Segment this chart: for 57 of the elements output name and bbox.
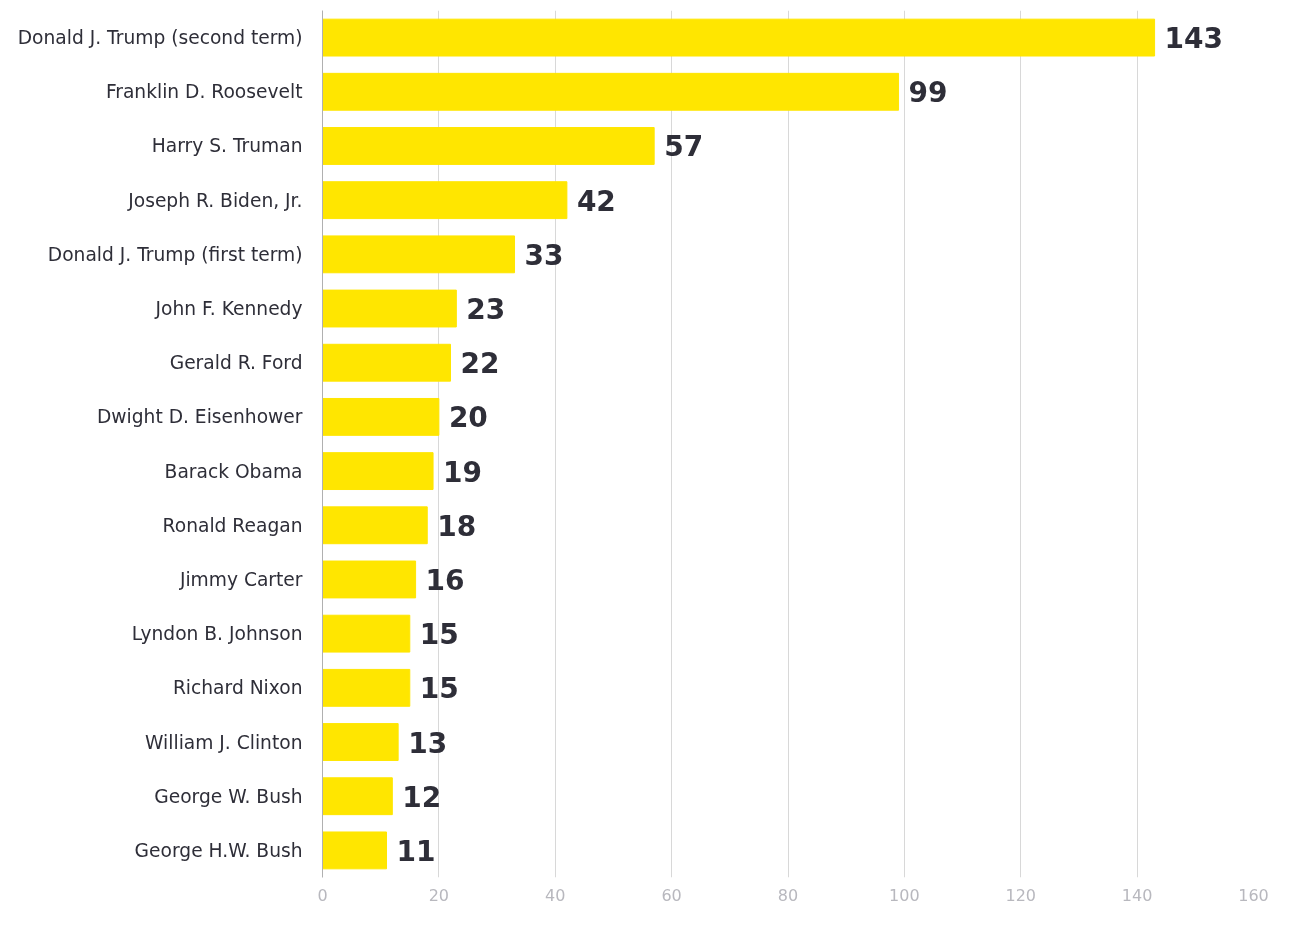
y-tick-label: George W. Bush: [154, 785, 303, 807]
bar: [322, 614, 411, 653]
data-label: 33: [524, 238, 564, 272]
data-label: 15: [419, 618, 459, 652]
data-label: 20: [448, 401, 488, 435]
y-tick-label: Ronald Reagan: [162, 514, 303, 536]
bar: [322, 777, 393, 816]
data-label: 19: [443, 455, 483, 489]
bar: [322, 560, 417, 599]
y-tick-label: Joseph R. Biden, Jr.: [127, 189, 303, 211]
data-label: 18: [437, 509, 477, 543]
data-label: 16: [425, 563, 465, 597]
bar: [322, 397, 440, 436]
y-tick-label: Dwight D. Eisenhower: [96, 406, 303, 428]
data-label: 57: [664, 130, 704, 164]
y-tick-label: Lyndon B. Johnson: [131, 623, 303, 645]
data-label: 23: [466, 293, 506, 327]
y-tick-label: John F. Kennedy: [154, 298, 303, 320]
y-tick-label: Richard Nixon: [172, 677, 303, 699]
x-tick-label: 80: [777, 885, 799, 905]
x-tick-label: 100: [889, 885, 920, 905]
bar: [322, 181, 568, 220]
x-tick-label: 140: [1121, 885, 1153, 905]
data-label: 13: [408, 726, 448, 760]
x-tick-label: 160: [1238, 885, 1269, 905]
data-label: 12: [402, 780, 442, 814]
x-tick-label: 60: [661, 885, 682, 905]
y-tick-label: Gerald R. Ford: [169, 352, 303, 374]
data-label: 15: [419, 672, 459, 706]
bar: [322, 289, 457, 328]
bar: [322, 72, 900, 111]
y-tick-label: Donald J. Trump (first term): [47, 243, 303, 265]
bar: [322, 831, 388, 870]
data-label: 42: [576, 184, 616, 218]
bar: [322, 452, 434, 491]
bar: [322, 723, 399, 761]
data-label: 143: [1164, 22, 1224, 56]
y-tick-label: Barack Obama: [164, 460, 303, 482]
y-tick-label: George H.W. Bush: [134, 839, 303, 861]
data-label: 11: [396, 834, 436, 868]
x-tick-label: 20: [428, 885, 450, 905]
y-tick-label: Donald J. Trump (second term): [17, 27, 303, 49]
bar: [322, 235, 516, 274]
x-tick-label: 0: [317, 885, 328, 905]
y-tick-label: Franklin D. Roosevelt: [105, 81, 303, 103]
bar: [322, 506, 428, 545]
bar: [322, 18, 1156, 57]
data-label: 99: [908, 76, 948, 110]
y-tick-label: William J. Clinton: [145, 731, 303, 753]
x-tick-label: 120: [1005, 885, 1037, 905]
bar: [322, 343, 452, 382]
bar: [322, 127, 655, 165]
bar: [322, 668, 411, 707]
data-label: 22: [460, 347, 500, 381]
y-tick-label: Harry S. Truman: [151, 135, 303, 157]
y-tick-label: Jimmy Carter: [178, 568, 303, 590]
x-tick-label: 40: [545, 885, 566, 905]
